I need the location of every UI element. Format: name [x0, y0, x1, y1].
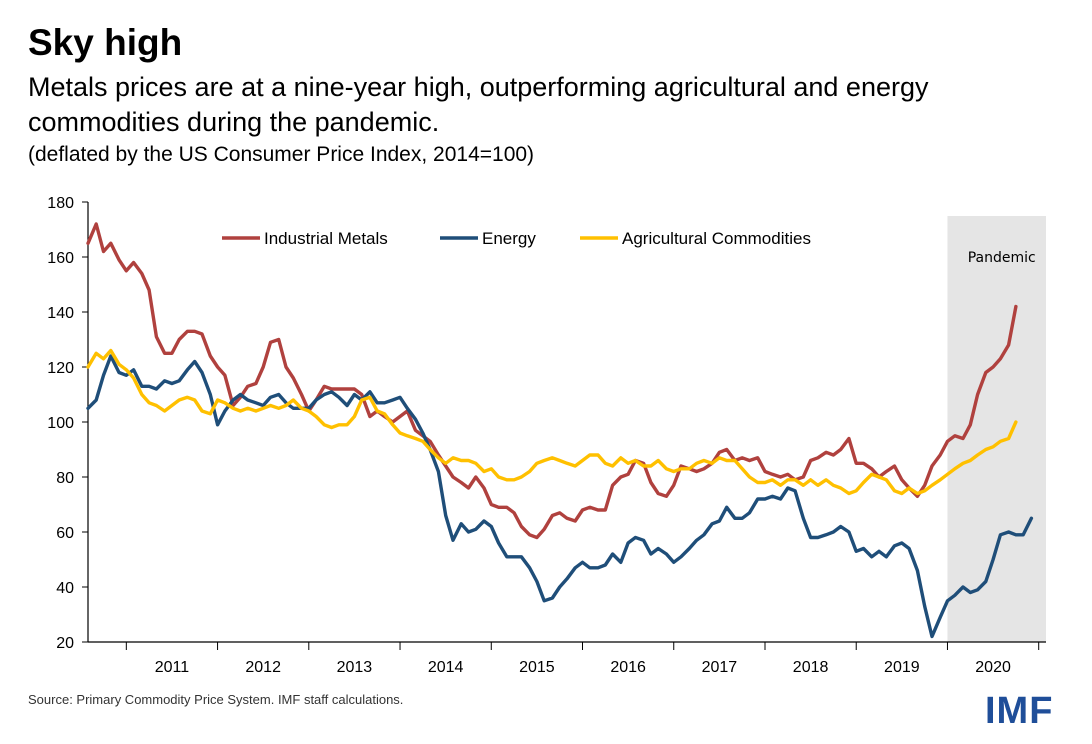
y-tick-label: 60: [56, 525, 74, 542]
chart-note: (deflated by the US Consumer Price Index…: [28, 143, 535, 166]
y-tick-label: 40: [56, 580, 74, 597]
x-tick-label: 2012: [245, 659, 281, 676]
imf-logo: IMF: [985, 690, 1054, 732]
x-tick-label: 2015: [519, 659, 555, 676]
series-lines: [86, 222, 1034, 639]
y-tick-label: 80: [56, 470, 74, 487]
axes: 20 40 60 80 100 120 140 160 180 2011 2012 2013 2014 2…: [47, 195, 1046, 676]
series-line-agricultural-commodities: [86, 348, 1018, 496]
x-tick-label: 2018: [793, 659, 829, 676]
legend-label-energy: Energy: [482, 229, 536, 248]
chart-subtitle: Metals prices are at a nine-year high, o…: [28, 72, 929, 137]
y-tick-label: 20: [56, 635, 74, 652]
source-note: Source: Primary Commodity Price System. …: [28, 692, 404, 707]
series-line-energy: [86, 354, 1034, 639]
x-tick-label: 2013: [337, 659, 373, 676]
x-tick-label: 2011: [155, 659, 190, 676]
legend: Industrial Metals Energy Agricultural Comm…: [222, 229, 811, 248]
legend-label-agricultural-commodities: Agricultural Commodities: [622, 229, 811, 248]
chart-title: Sky high: [28, 22, 183, 63]
x-tick-label: 2020: [975, 659, 1011, 676]
x-tick-label: 2014: [428, 659, 464, 676]
y-tick-label: 140: [47, 305, 74, 322]
pandemic-shading-layer: Pandemic: [947, 216, 1046, 642]
y-tick-label: 180: [47, 195, 74, 212]
x-tick-label: 2017: [702, 659, 738, 676]
x-tick-label: 2016: [610, 659, 646, 676]
pandemic-label: Pandemic: [968, 250, 1036, 266]
y-tick-label: 160: [47, 250, 74, 267]
pandemic-shaded-region: [947, 216, 1046, 642]
legend-label-industrial-metals: Industrial Metals: [264, 229, 388, 248]
y-tick-label: 120: [47, 360, 74, 377]
x-tick-label: 2019: [884, 659, 920, 676]
y-tick-label: 100: [47, 415, 74, 432]
series-line-industrial-metals: [86, 222, 1018, 540]
